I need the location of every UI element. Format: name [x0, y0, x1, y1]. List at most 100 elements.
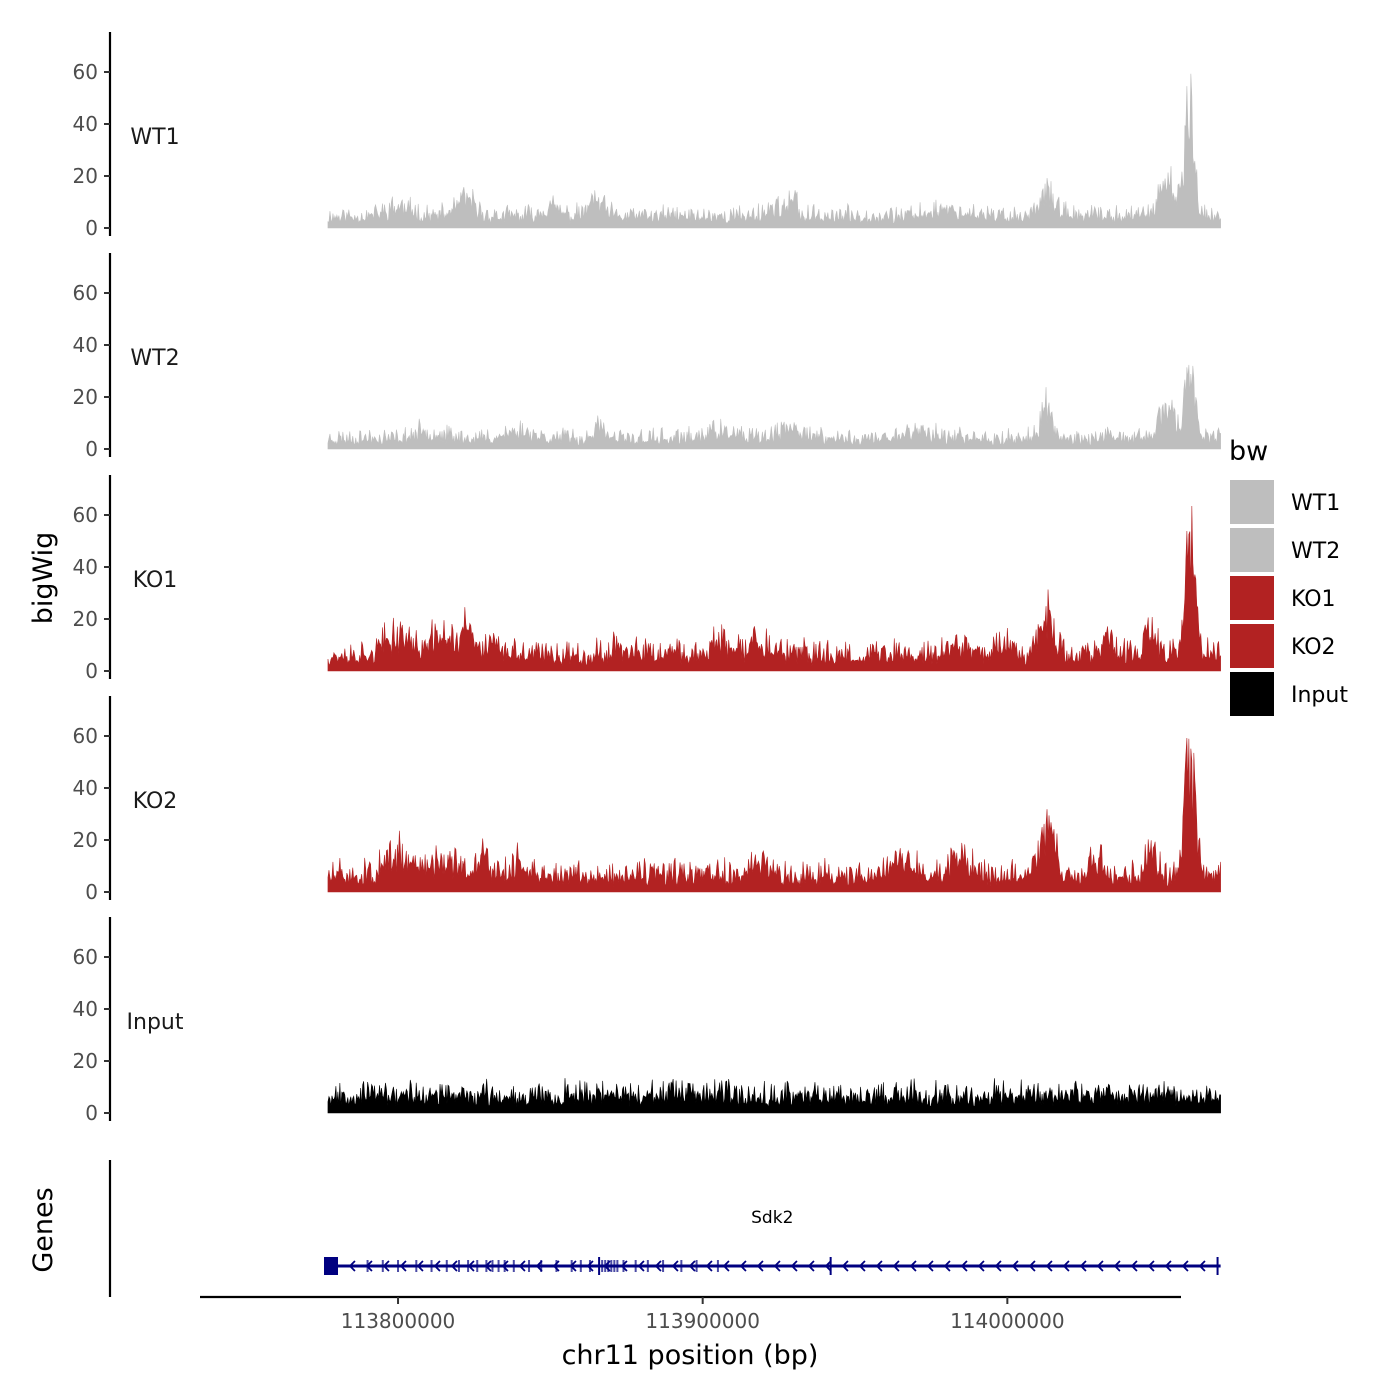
legend-label-input: Input: [1291, 683, 1348, 708]
exon: [324, 1257, 339, 1275]
strand-arrow: [1096, 1260, 1104, 1272]
legend-swatch-ko2: [1230, 624, 1274, 668]
gene-sdk2: Sdk2: [324, 1208, 1221, 1275]
track-label: KO2: [133, 789, 178, 814]
exon: [476, 1260, 479, 1272]
signal-area: [327, 1078, 1221, 1114]
exon: [610, 1260, 613, 1272]
strand-arrow: [943, 1260, 951, 1272]
strand-arrow: [399, 1260, 407, 1272]
exon: [598, 1257, 601, 1275]
strand-arrow: [926, 1260, 934, 1272]
strand-arrow: [688, 1260, 696, 1272]
strand-arrow: [518, 1260, 526, 1272]
track-label: WT1: [130, 125, 179, 150]
signal-area: [327, 364, 1221, 450]
strand-arrow: [416, 1260, 424, 1272]
strand-arrow: [841, 1260, 849, 1272]
genes-axis-title: Genes: [28, 1187, 59, 1272]
track-input: 0 20 40 60 Input: [73, 917, 1221, 1125]
strand-arrow: [824, 1260, 832, 1272]
exon: [607, 1260, 610, 1272]
exon: [1216, 1257, 1219, 1275]
exon: [467, 1260, 470, 1272]
y-tick-label: 20: [73, 164, 98, 188]
x-tick-label: 114000000: [950, 1309, 1065, 1333]
y-tick-label: 20: [73, 385, 98, 409]
strand-arrow: [382, 1260, 390, 1272]
legend-label-wt1: WT1: [1291, 491, 1340, 516]
signal-area: [327, 505, 1221, 672]
y-tick-label: 20: [73, 828, 98, 852]
exon: [570, 1260, 573, 1272]
x-tick-label: 113800000: [341, 1309, 456, 1333]
track-ko1: 0 20 40 60 KO1: [73, 475, 1221, 683]
strand-arrow: [1045, 1260, 1053, 1272]
strand-arrow: [450, 1260, 458, 1272]
strand-arrow: [909, 1260, 917, 1272]
track-label: KO1: [133, 568, 178, 593]
y-tick-label: 60: [73, 724, 98, 748]
exon: [366, 1260, 369, 1272]
y-tick-label: 40: [73, 555, 98, 579]
strand-arrow: [756, 1260, 764, 1272]
legend-label-ko2: KO2: [1291, 635, 1336, 660]
strand-arrow: [875, 1260, 883, 1272]
exon: [646, 1260, 649, 1272]
y-tick-label: 60: [73, 503, 98, 527]
strand-arrow: [433, 1260, 441, 1272]
strand-arrow: [1198, 1260, 1206, 1272]
strand-arrow: [620, 1260, 628, 1272]
exon: [616, 1260, 619, 1272]
strand-arrow: [348, 1260, 356, 1272]
strand-arrow: [1164, 1260, 1172, 1272]
strand-arrow: [1062, 1260, 1070, 1272]
exon: [457, 1260, 460, 1272]
y-tick-label: 40: [73, 112, 98, 136]
exon: [716, 1260, 719, 1272]
exon: [397, 1260, 400, 1272]
exon: [512, 1260, 515, 1272]
strand-arrow: [654, 1260, 662, 1272]
strand-arrow: [1011, 1260, 1019, 1272]
strand-arrow: [1147, 1260, 1155, 1272]
y-tick-label: 20: [73, 1049, 98, 1073]
signal-area: [327, 737, 1221, 893]
track-ko2: 0 20 40 60 KO2: [73, 696, 1221, 904]
exon: [540, 1260, 543, 1272]
gene-name-label: Sdk2: [751, 1208, 793, 1228]
genes-panel: Sdk2: [108, 1160, 1221, 1297]
exon: [528, 1260, 531, 1272]
strand-arrow: [501, 1260, 509, 1272]
strand-arrow: [790, 1260, 798, 1272]
y-tick-label: 60: [73, 945, 98, 969]
strand-arrow: [1079, 1260, 1087, 1272]
x-tick-label: 113900000: [645, 1309, 760, 1333]
strand-arrow: [994, 1260, 1002, 1272]
y-tick-label: 40: [73, 776, 98, 800]
strand-arrow: [960, 1260, 968, 1272]
exon: [415, 1260, 418, 1272]
exon: [485, 1260, 488, 1272]
strand-arrow: [705, 1260, 713, 1272]
legend-title: bw: [1229, 436, 1268, 467]
legend-swatch-wt2: [1230, 528, 1274, 572]
legend-swatch-input: [1230, 672, 1274, 716]
strand-arrow: [892, 1260, 900, 1272]
legend-label-ko1: KO1: [1291, 587, 1336, 612]
strand-arrow: [586, 1260, 594, 1272]
strand-arrow: [671, 1260, 679, 1272]
x-axis: 113800000 113900000 114000000: [200, 1295, 1181, 1333]
y-tick-label: 20: [73, 607, 98, 631]
y-tick-label: 0: [85, 437, 98, 461]
exon: [555, 1260, 558, 1272]
y-axis-title: bigWig: [28, 532, 59, 625]
y-tick-label: 0: [85, 1101, 98, 1125]
y-tick-label: 60: [73, 281, 98, 305]
track-wt1: 0 20 40 60 WT1: [73, 32, 1221, 240]
exon: [588, 1260, 591, 1272]
exon: [503, 1260, 506, 1272]
strand-arrow: [739, 1260, 747, 1272]
legend: bw WT1 WT2 KO1 KO2 Input: [1229, 436, 1348, 716]
strand-arrow: [1028, 1260, 1036, 1272]
